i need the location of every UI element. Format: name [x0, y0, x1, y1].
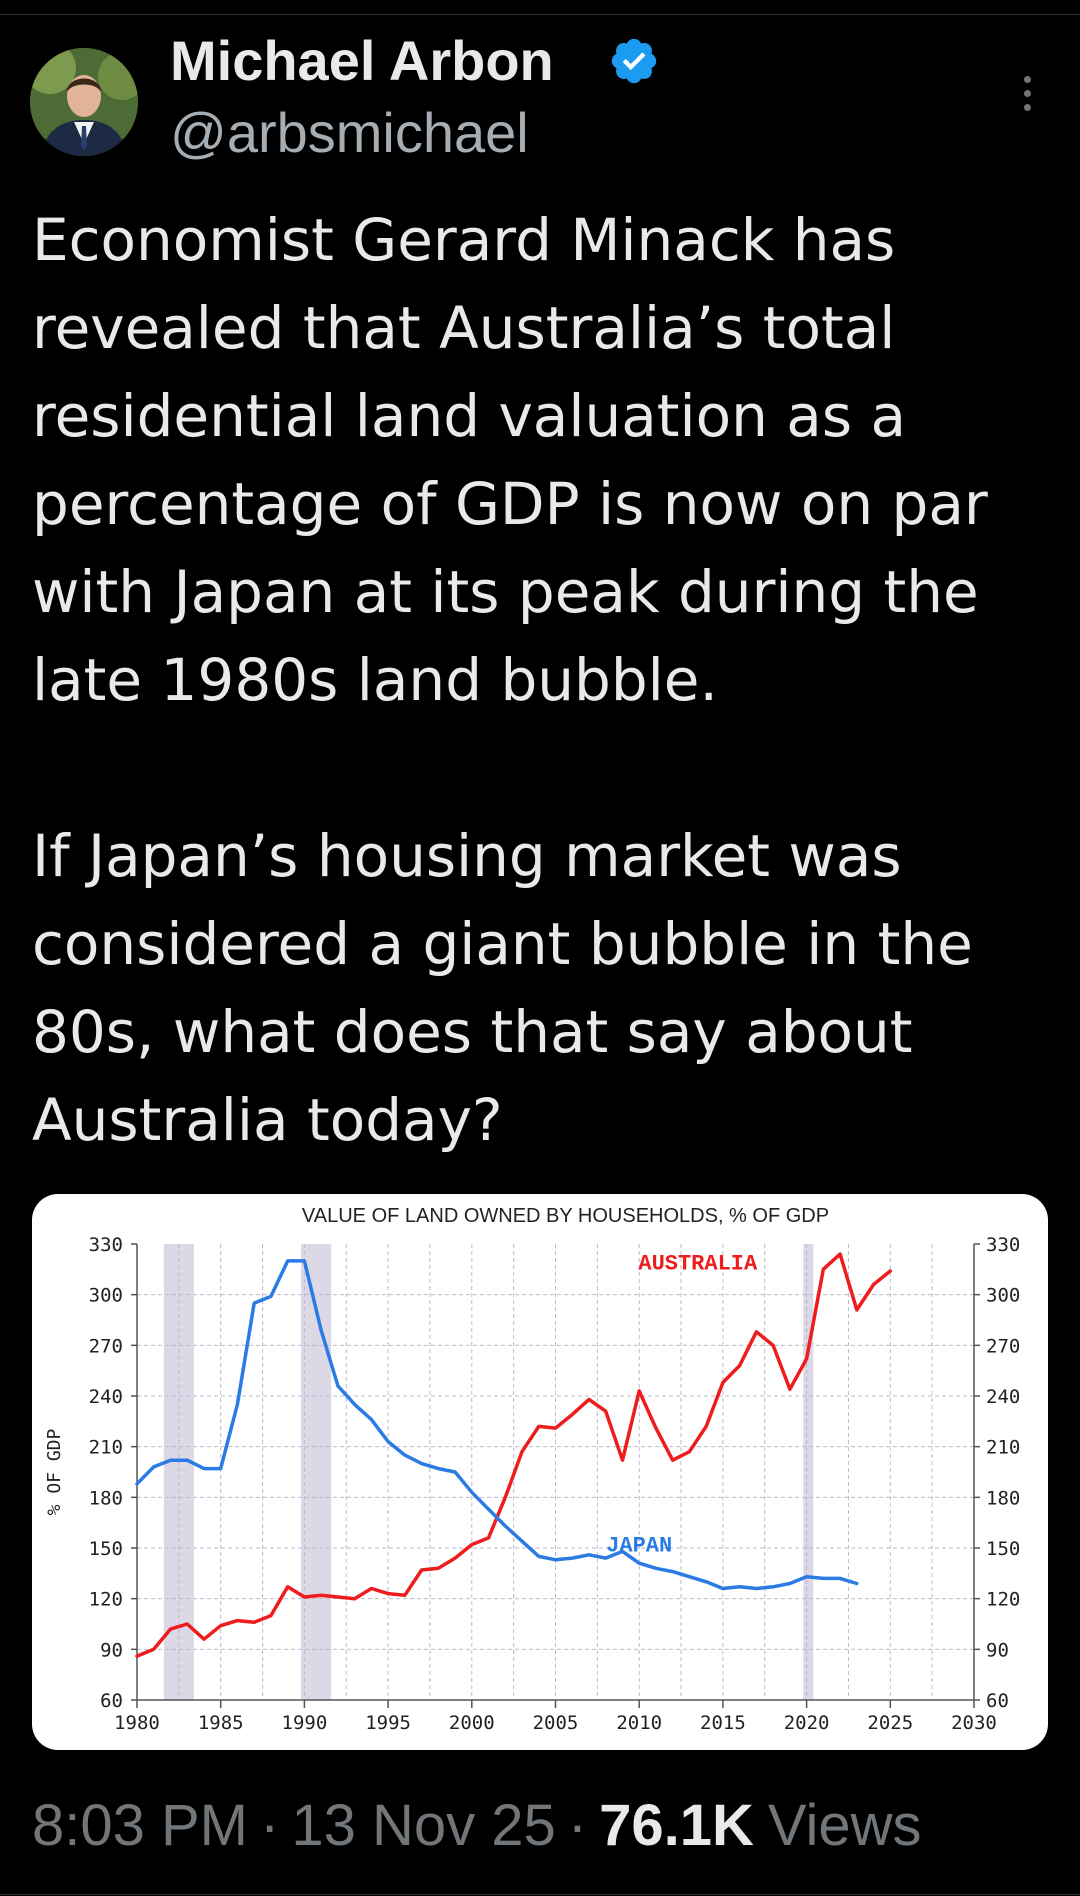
more-vertical-icon	[1024, 90, 1031, 97]
author-display-name[interactable]: Michael Arbon	[170, 29, 554, 92]
land-value-chart: 60 60 90 90 120 120 150 150 180 180 210 210 240 240 27…	[44, 1205, 1020, 1734]
bottom-divider	[0, 1894, 1080, 1895]
tweet-paragraph: Economist Gerard Minack has revealed tha…	[32, 206, 988, 714]
x-tick-label: 1995	[365, 1712, 411, 1734]
x-tick-label: 1990	[282, 1712, 328, 1734]
y-tick-label-right: 180	[986, 1487, 1020, 1509]
series-line-japan	[135, 1259, 859, 1591]
x-tick-label: 2000	[449, 1712, 495, 1734]
x-tick-label: 2010	[616, 1712, 662, 1734]
tweet-date[interactable]: 13 Nov 25	[291, 1793, 556, 1858]
chart-image[interactable]: 60 60 90 90 120 120 150 150 180 180 210 210 240 240 27…	[32, 1194, 1048, 1750]
tweet-meta: 8:03 PM · 13 Nov 25 · 76.1K Views	[32, 1790, 922, 1862]
avatar-image	[30, 48, 138, 156]
series-label-australia: AUSTRALIA	[638, 1251, 758, 1276]
x-tick-label: 2030	[951, 1712, 997, 1734]
tweet-time[interactable]: 8:03 PM	[32, 1793, 248, 1858]
series-line-australia	[135, 1252, 893, 1658]
y-tick-label-right: 240	[986, 1386, 1020, 1408]
y-tick-label-left: 150	[89, 1538, 123, 1560]
tweet-paragraph: If Japan’s housing market was considered…	[32, 822, 973, 1154]
recession-band	[301, 1244, 332, 1700]
y-tick-label-right: 210	[986, 1437, 1020, 1459]
series-label-japan: JAPAN	[606, 1533, 672, 1558]
y-tick-label-left: 60	[100, 1690, 123, 1712]
meta-separator: ·	[567, 1793, 588, 1858]
y-tick-label-left: 180	[89, 1487, 123, 1509]
views-count[interactable]: 76.1K	[599, 1793, 754, 1858]
author-handle[interactable]: @arbsmichael	[170, 101, 529, 164]
meta-separator: ·	[260, 1793, 280, 1858]
y-tick-label-right: 300	[986, 1285, 1020, 1307]
x-tick-label: 2005	[533, 1712, 579, 1734]
more-vertical-icon	[1024, 76, 1031, 83]
y-tick-label-right: 120	[986, 1589, 1020, 1611]
y-tick-label-left: 90	[100, 1639, 123, 1661]
avatar[interactable]	[30, 48, 138, 156]
y-tick-label-right: 330	[986, 1234, 1020, 1256]
x-tick-label: 2025	[867, 1712, 913, 1734]
y-tick-label-left: 210	[89, 1437, 123, 1459]
top-divider	[0, 14, 1080, 15]
y-tick-label-left: 240	[89, 1386, 123, 1408]
y-tick-label-right: 150	[986, 1538, 1020, 1560]
chart-title: VALUE OF LAND OWNED BY HOUSEHOLDS, % OF …	[302, 1205, 829, 1227]
x-tick-label: 1980	[114, 1712, 160, 1734]
more-options-button[interactable]	[1010, 64, 1046, 124]
recession-band	[803, 1244, 814, 1700]
y-tick-label-right: 90	[986, 1639, 1009, 1661]
x-tick-label: 2020	[784, 1712, 830, 1734]
y-tick-label-left: 300	[89, 1285, 123, 1307]
y-axis-label: % OF GDP	[44, 1428, 65, 1515]
x-tick-label: 2015	[700, 1712, 746, 1734]
y-tick-label-right: 270	[986, 1335, 1020, 1357]
x-tick-label: 1985	[198, 1712, 244, 1734]
y-tick-label-left: 270	[89, 1335, 123, 1357]
tweet-text: Economist Gerard Minack has revealed tha…	[32, 196, 1052, 1164]
y-tick-label-right: 60	[986, 1690, 1009, 1712]
y-tick-label-left: 120	[89, 1589, 123, 1611]
more-vertical-icon	[1024, 104, 1031, 111]
verified-badge-icon	[611, 38, 657, 84]
views-label: Views	[767, 1793, 922, 1858]
y-tick-label-left: 330	[89, 1234, 123, 1256]
